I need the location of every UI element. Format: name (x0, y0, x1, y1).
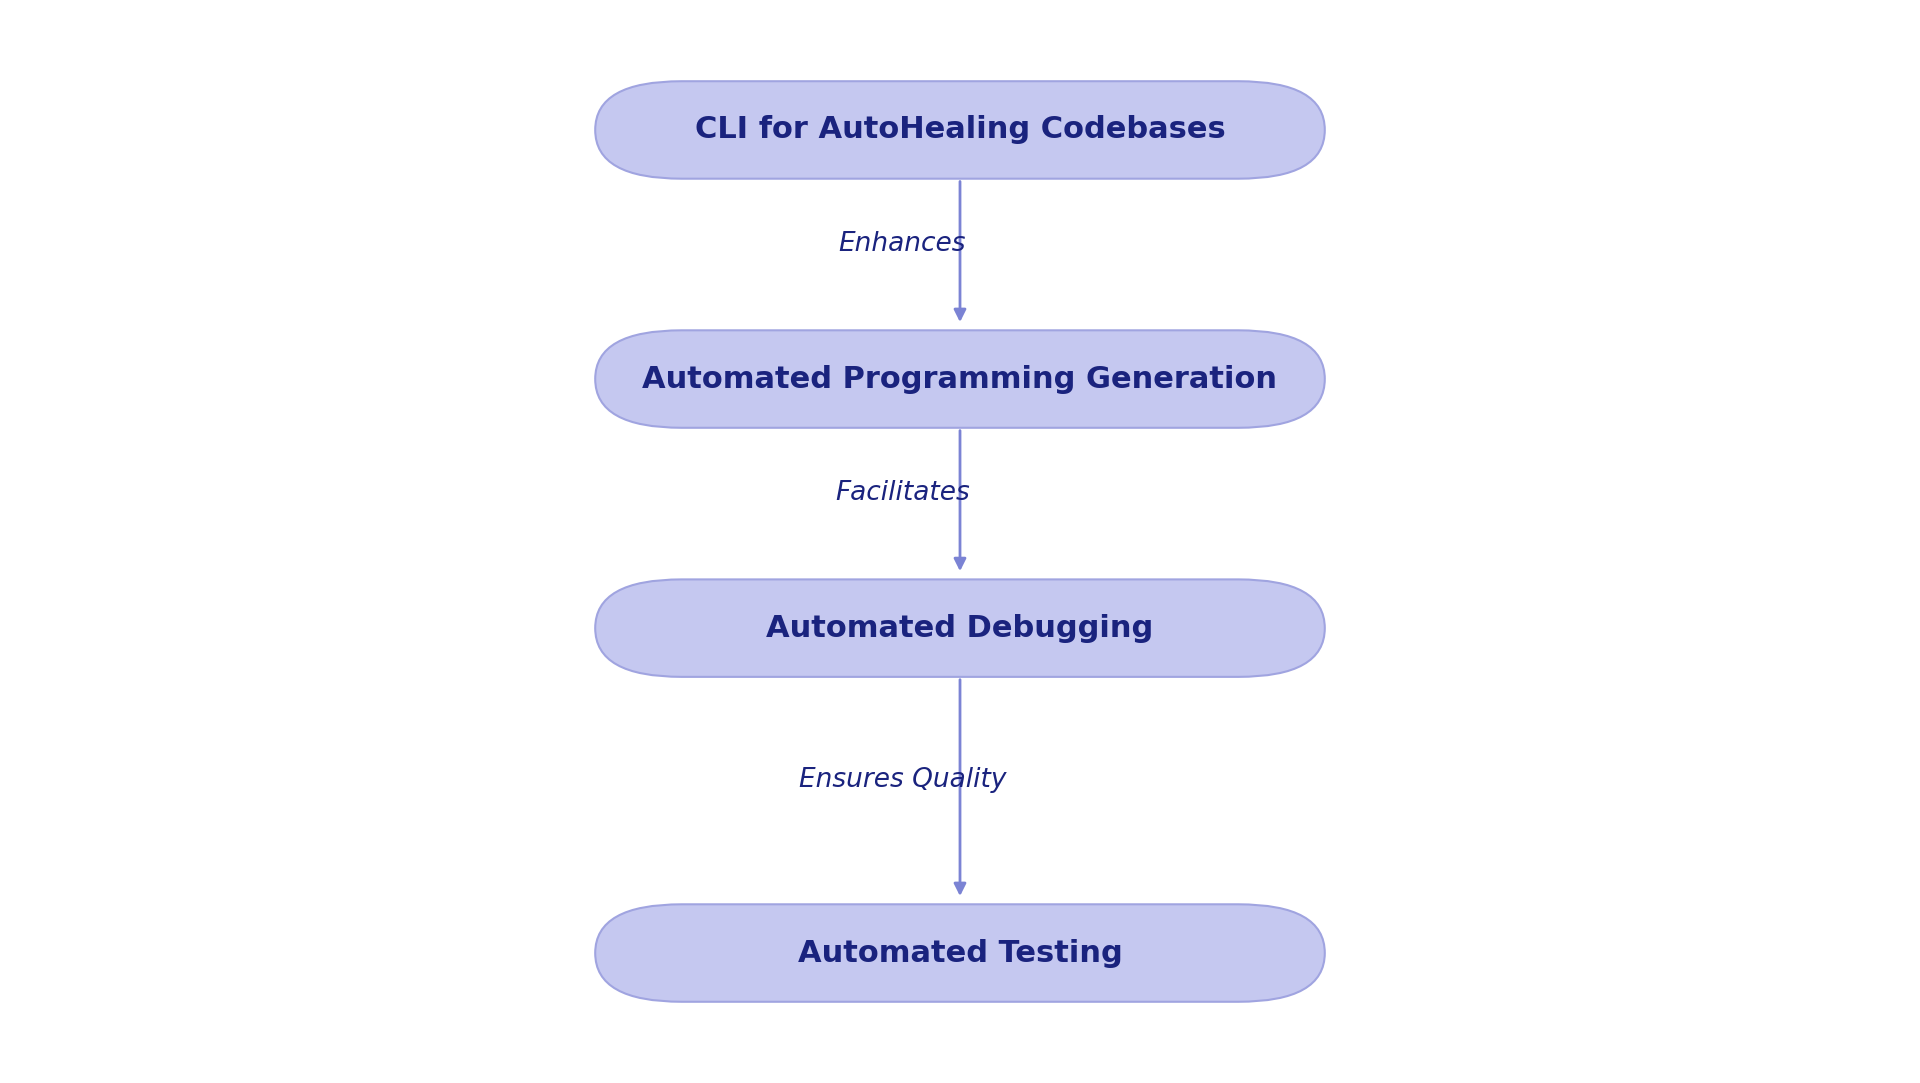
FancyBboxPatch shape (595, 904, 1325, 1002)
Text: Ensures Quality: Ensures Quality (799, 767, 1006, 793)
Text: Automated Programming Generation: Automated Programming Generation (643, 365, 1277, 393)
Text: Facilitates: Facilitates (835, 480, 970, 506)
Text: Automated Testing: Automated Testing (797, 939, 1123, 967)
Text: Enhances: Enhances (839, 231, 966, 257)
FancyBboxPatch shape (595, 81, 1325, 179)
Text: CLI for AutoHealing Codebases: CLI for AutoHealing Codebases (695, 116, 1225, 144)
FancyBboxPatch shape (595, 579, 1325, 677)
FancyBboxPatch shape (595, 330, 1325, 428)
Text: Automated Debugging: Automated Debugging (766, 614, 1154, 642)
